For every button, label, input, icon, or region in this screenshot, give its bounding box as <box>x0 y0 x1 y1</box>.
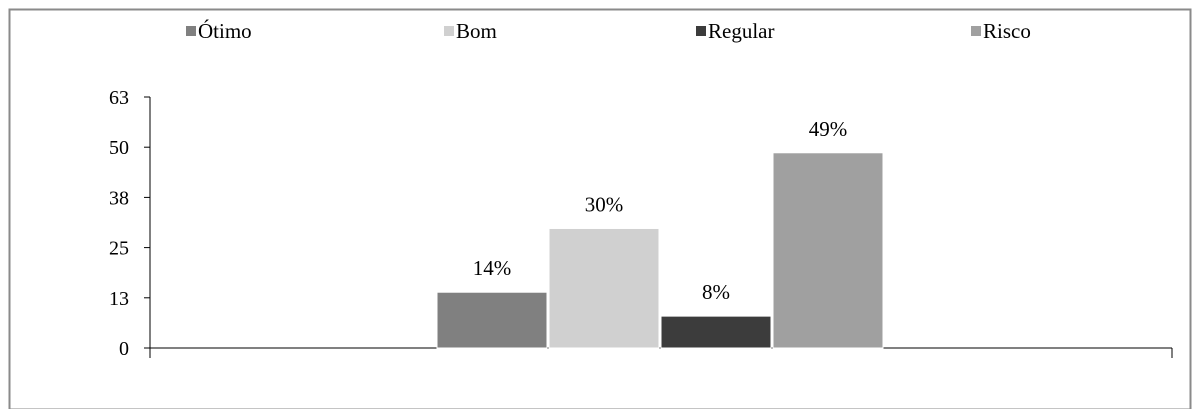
legend-label: Regular <box>708 19 774 43</box>
legend-label: Risco <box>983 19 1031 43</box>
legend-label: Ótimo <box>198 19 252 43</box>
bars <box>436 152 884 349</box>
y-tick-label: 13 <box>109 288 129 310</box>
bar <box>660 315 772 349</box>
y-tick-label: 0 <box>119 338 129 360</box>
legend-swatch <box>186 26 196 36</box>
legend-swatch <box>696 26 706 36</box>
data-label: 30% <box>585 192 624 216</box>
y-tick-label: 63 <box>109 87 129 109</box>
data-label: 14% <box>473 256 512 280</box>
y-tick-label: 38 <box>109 187 129 209</box>
legend-label: Bom <box>456 19 497 43</box>
axes: 0 13 25 38 50 63 <box>109 87 1173 360</box>
bar <box>436 291 548 349</box>
bar <box>548 227 660 349</box>
legend-item: Ótimo <box>186 19 252 43</box>
bar <box>772 152 884 349</box>
y-tick-label: 25 <box>109 238 129 260</box>
legend-item: Bom <box>444 19 497 43</box>
legend-swatch <box>444 26 454 36</box>
legend-item: Regular <box>696 19 774 43</box>
data-labels: 14% 30% 8% 49% <box>473 117 848 304</box>
legend-swatch <box>971 26 981 36</box>
legend: Ótimo Bom Regular Risco <box>186 19 1031 43</box>
data-label: 8% <box>702 280 730 304</box>
y-tick-label: 50 <box>109 137 129 159</box>
data-label: 49% <box>809 117 848 141</box>
legend-item: Risco <box>971 19 1031 43</box>
